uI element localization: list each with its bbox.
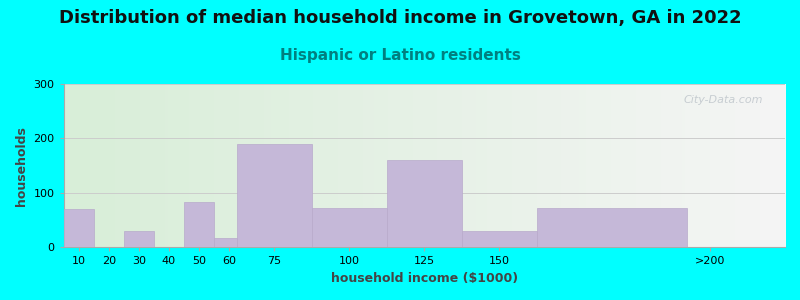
Bar — [312, 208, 386, 248]
X-axis label: household income ($1000): household income ($1000) — [330, 272, 518, 285]
Bar — [386, 160, 462, 248]
Bar — [237, 144, 312, 248]
Bar — [124, 231, 154, 247]
Text: Hispanic or Latino residents: Hispanic or Latino residents — [279, 48, 521, 63]
Text: Distribution of median household income in Grovetown, GA in 2022: Distribution of median household income … — [58, 9, 742, 27]
Bar — [184, 202, 214, 248]
Bar — [214, 238, 237, 248]
Bar — [537, 208, 687, 248]
Bar — [462, 231, 537, 247]
Bar — [64, 209, 94, 247]
Y-axis label: households: households — [15, 126, 28, 206]
Text: City-Data.com: City-Data.com — [684, 95, 763, 105]
